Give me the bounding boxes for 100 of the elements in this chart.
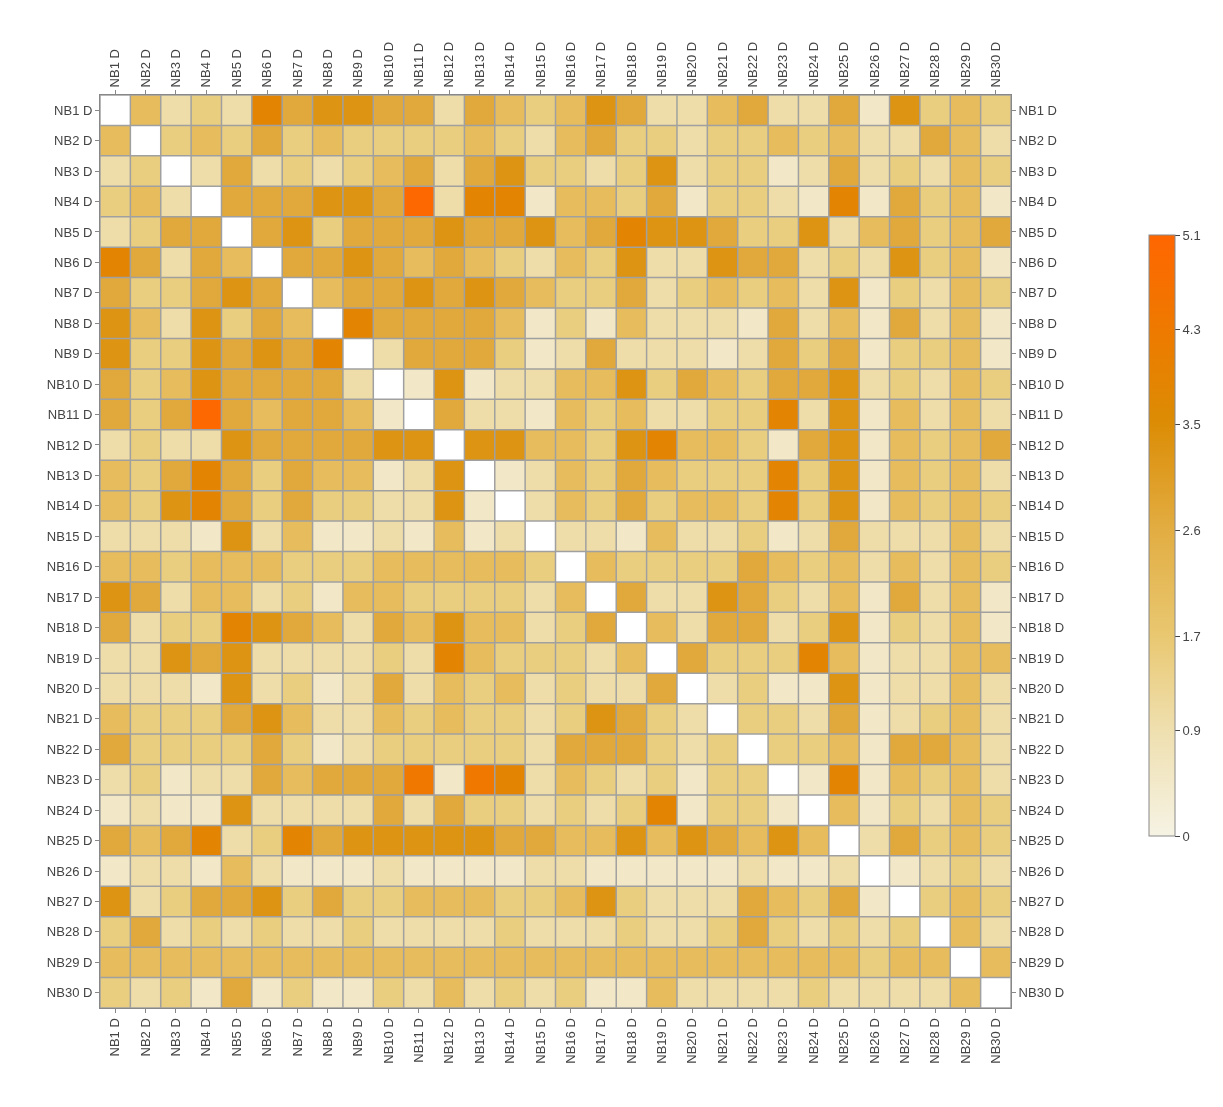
x-tick-label: NB21 D: [714, 41, 730, 88]
category-label: NB18 D: [623, 1018, 639, 1064]
color-bar-label: 0.9: [1182, 722, 1201, 738]
x-tick-label: NB13 D: [471, 41, 487, 88]
y2-tick-label: NB25 D: [1018, 833, 1065, 849]
category-label: NB29 D: [957, 1018, 973, 1064]
y-tick-label: NB25 D: [46, 833, 93, 849]
category-label: NB6 D: [259, 1018, 275, 1057]
y2-tick-label: NB17 D: [1018, 589, 1065, 605]
y-tick-label: NB24 D: [46, 802, 93, 818]
color-bar-label: 3.5: [1182, 416, 1201, 432]
y2-tick-label: NB27 D: [1018, 894, 1065, 910]
category-label: NB9 D: [350, 1018, 366, 1057]
y-tick-label: NB21 D: [46, 711, 93, 727]
y-tick-label: NB11 D: [47, 407, 93, 423]
y-tick-label: NB12 D: [46, 437, 93, 453]
y-tick-label: NB2 D: [54, 133, 93, 149]
category-label: NB28 D: [927, 1018, 943, 1064]
y-tick-label: NB10 D: [46, 376, 93, 392]
y2-tick-label: NB26 D: [1018, 863, 1065, 879]
x-tick-label: NB20 D: [684, 41, 700, 88]
category-label: NB22 D: [745, 1018, 761, 1064]
y2-tick-label: NB18 D: [1018, 620, 1065, 636]
category-label: NB11 D: [411, 1018, 427, 1063]
x-tick-label: NB14 D: [502, 41, 518, 88]
x-tick-label: NB29 D: [957, 41, 973, 88]
y-tick-label: NB13 D: [46, 467, 93, 483]
x-tick-label: NB11 D: [411, 42, 427, 88]
x-tick-label: NB27 D: [896, 41, 912, 88]
y-tick-label: NB30 D: [46, 985, 93, 1001]
y2-tick-label: NB10 D: [1018, 376, 1065, 392]
y2-tick-label: NB2 D: [1018, 133, 1057, 149]
y2-tick-label: NB3 D: [1018, 163, 1057, 179]
color-bar-label: 5.1: [1182, 228, 1201, 244]
category-label: NB14 D: [502, 1018, 518, 1064]
category-label: NB8 D: [319, 1018, 335, 1057]
y-tick-label: NB7 D: [54, 285, 93, 301]
x-tick-label: NB12 D: [441, 41, 457, 88]
category-label: NB10 D: [380, 1018, 396, 1064]
x-tick-label: NB23 D: [775, 41, 791, 88]
x-tick-label: NB30 D: [988, 41, 1004, 88]
y2-tick-label: NB29 D: [1018, 954, 1065, 970]
category-label: NB16 D: [562, 1018, 578, 1064]
y-tick-label: NB18 D: [46, 620, 93, 636]
y2-tick-label: NB9 D: [1018, 346, 1057, 362]
category-label: NB12 D: [441, 1018, 457, 1064]
y-tick-label: NB6 D: [54, 254, 93, 270]
y-tick-label: NB16 D: [46, 559, 93, 575]
y-tick-label: NB4 D: [54, 194, 93, 210]
category-label: NB13 D: [471, 1018, 487, 1064]
y2-tick-label: NB5 D: [1018, 224, 1057, 240]
y-tick-label: NB19 D: [46, 650, 93, 666]
y-tick-label: NB8 D: [54, 315, 93, 331]
y-tick-label: NB29 D: [46, 954, 93, 970]
y2-tick-label: NB12 D: [1018, 437, 1065, 453]
category-label: NB7 D: [289, 1018, 305, 1057]
x-tick-label: NB28 D: [927, 41, 943, 88]
x-tick-label: NB16 D: [562, 41, 578, 88]
y2-tick-label: NB8 D: [1018, 315, 1057, 331]
color-bar-label: 4.3: [1182, 322, 1201, 338]
x-tick-label: NB22 D: [745, 41, 761, 88]
x-tick-label: NB10 D: [380, 41, 396, 88]
category-label: NB2 D: [137, 1018, 153, 1057]
y-tick-label: NB27 D: [46, 894, 93, 910]
y-tick-label: NB22 D: [46, 741, 93, 757]
y2-tick-label: NB14 D: [1018, 498, 1065, 514]
y-tick-label: NB14 D: [46, 498, 93, 514]
y2-tick-label: NB19 D: [1018, 650, 1065, 666]
color-bar-label: 0: [1182, 829, 1190, 845]
x-tick-label: NB19 D: [654, 41, 670, 88]
y-tick-label: NB23 D: [46, 772, 93, 788]
x-tick-label: NB9 D: [350, 49, 366, 88]
x-tick-label: NB2 D: [137, 49, 153, 88]
category-label: NB1 D: [107, 1018, 123, 1057]
y2-tick-label: NB4 D: [1018, 194, 1057, 210]
y2-tick-label: NB30 D: [1018, 985, 1065, 1001]
y2-tick-label: NB1 D: [1018, 102, 1057, 118]
category-label: NB24 D: [805, 1018, 821, 1064]
x-tick-label: NB3 D: [168, 49, 184, 88]
color-bar-label: 1.7: [1182, 628, 1201, 644]
category-label: NB26 D: [866, 1018, 882, 1064]
x-tick-label: NB15 D: [532, 41, 548, 88]
y-tick-label: NB3 D: [54, 163, 93, 179]
y2-tick-label: NB23 D: [1018, 772, 1065, 788]
category-label: NB5 D: [228, 1018, 244, 1057]
y2-tick-label: NB24 D: [1018, 802, 1065, 818]
category-label: NB4 D: [198, 1018, 214, 1057]
color-bar-label: 2.6: [1182, 522, 1201, 538]
y-tick-label: NB9 D: [54, 346, 93, 362]
category-label: NB19 D: [654, 1018, 669, 1064]
y2-tick-label: NB20 D: [1018, 681, 1065, 696]
y-tick-label: NB1 D: [54, 102, 93, 118]
y2-tick-label: NB28 D: [1018, 924, 1065, 940]
category-label: NB20 D: [684, 1018, 700, 1064]
y-tick-label: NB26 D: [46, 863, 93, 879]
category-label: NB27 D: [896, 1018, 912, 1064]
y-tick-label: NB15 D: [46, 528, 93, 544]
category-label: NB23 D: [775, 1018, 791, 1064]
category-label: NB3 D: [168, 1018, 184, 1057]
x-tick-label: NB18 D: [623, 41, 639, 88]
